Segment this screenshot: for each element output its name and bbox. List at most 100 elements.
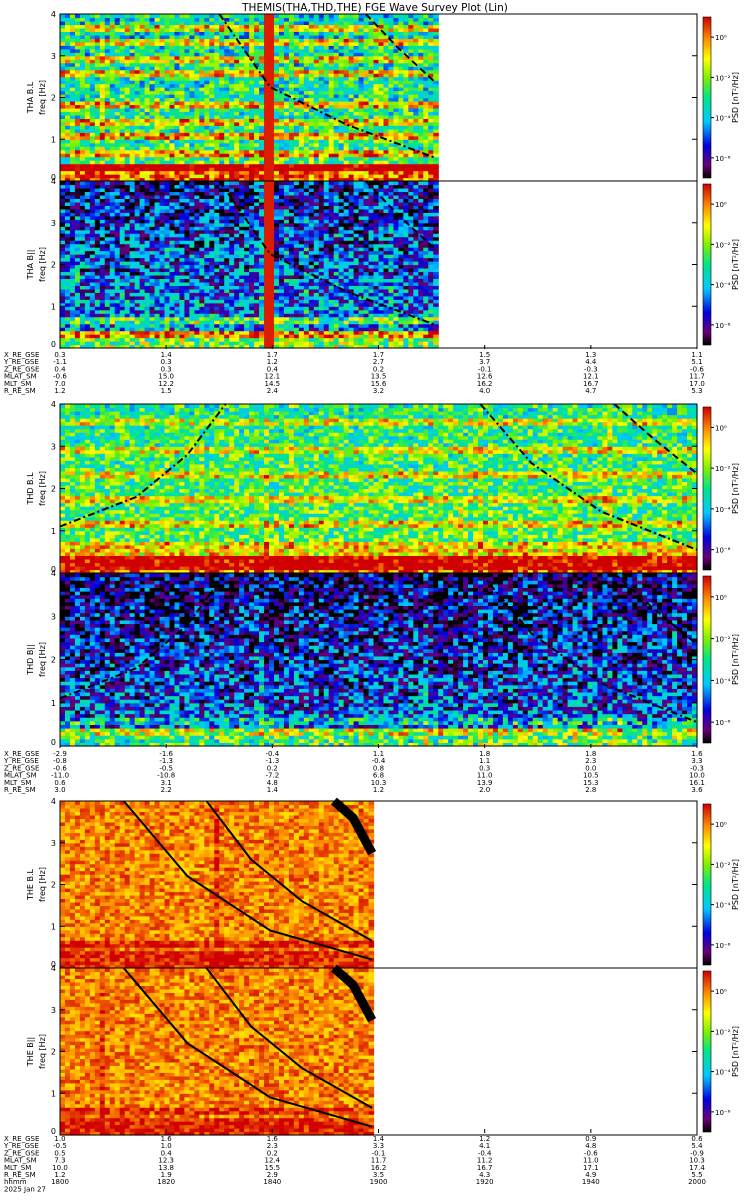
spectrogram-cell — [145, 164, 151, 168]
spectrogram-cell — [408, 73, 414, 77]
spectrogram-cell — [135, 35, 141, 39]
spectrogram-cell — [274, 150, 280, 154]
spectrogram-cell — [85, 237, 91, 241]
spectrogram-cell — [359, 14, 365, 18]
spectrogram-cell — [160, 219, 166, 223]
spectrogram-cell — [80, 31, 86, 35]
spectrogram-cell — [165, 285, 171, 289]
spectrogram-cell — [294, 157, 300, 161]
spectrogram-cell — [374, 56, 380, 60]
spectrogram-cell — [135, 87, 141, 91]
spectrogram-cell — [130, 129, 136, 133]
spectrogram-cell — [90, 212, 96, 216]
spectrogram-cell — [334, 157, 340, 161]
spectrogram-cell — [179, 226, 185, 230]
spectrogram-cell — [184, 167, 190, 171]
spectrogram-cell — [160, 56, 166, 60]
spectrogram-cell — [80, 219, 86, 223]
spectrogram-cell — [155, 334, 161, 338]
spectrogram-cell — [100, 111, 106, 115]
spectrogram-cell — [60, 14, 66, 18]
spectrogram-cell — [299, 122, 305, 126]
spectrogram-cell — [294, 77, 300, 81]
spectrogram-cell — [433, 49, 439, 53]
spectrogram-cell — [90, 132, 96, 136]
spectrogram-cell — [299, 150, 305, 154]
spectrogram-cell — [125, 56, 131, 60]
spectrogram-cell — [130, 244, 136, 248]
spectrogram-cell — [224, 167, 230, 171]
spectrogram-cell — [105, 66, 111, 70]
spectrogram-cell — [219, 118, 225, 122]
spectrogram-cell — [70, 278, 76, 282]
spectrogram-cell — [60, 143, 66, 147]
spectrogram-cell — [95, 195, 101, 199]
spectrogram-cell — [145, 271, 151, 275]
spectrogram-cell — [184, 129, 190, 133]
spectrogram-cell — [145, 313, 151, 317]
spectrogram-cell — [388, 91, 394, 95]
spectrogram-cell — [75, 282, 81, 286]
spectrogram-cell — [135, 247, 141, 251]
spectrogram-cell — [359, 80, 365, 84]
spectrogram-cell — [174, 216, 180, 220]
spectrogram-cell — [194, 292, 200, 296]
spectrogram-cell — [433, 59, 439, 63]
spectrogram-cell — [364, 28, 370, 32]
spectrogram-cell — [110, 216, 116, 220]
spectrogram-cell — [60, 184, 66, 188]
spectrogram-cell — [174, 271, 180, 275]
spectrogram-cell — [204, 129, 210, 133]
spectrogram-cell — [75, 14, 81, 18]
spectrogram-cell — [179, 77, 185, 81]
spectrogram-cell — [224, 153, 230, 157]
spectrogram-cell — [179, 244, 185, 248]
spectrogram-cell — [140, 108, 146, 112]
spectrogram-cell — [189, 268, 195, 272]
spectrogram-cell — [393, 28, 399, 32]
spectrogram-cell — [135, 275, 141, 279]
spectrogram-cell — [214, 28, 220, 32]
spectrogram-cell — [70, 45, 76, 49]
spectrogram-cell — [359, 49, 365, 53]
spectrogram-cell — [140, 84, 146, 88]
spectrogram-cell — [145, 254, 151, 258]
spectrogram-cell — [110, 223, 116, 227]
spectrogram-cell — [110, 226, 116, 230]
spectrogram-cell — [125, 118, 131, 122]
spectrogram-cell — [174, 285, 180, 289]
spectrogram-cell — [90, 38, 96, 42]
spectrogram-cell — [65, 73, 71, 77]
spectrogram-cell — [359, 146, 365, 150]
spectrogram-cell — [120, 317, 126, 321]
spectrogram-cell — [150, 45, 156, 49]
spectrogram-cell — [160, 268, 166, 272]
spectrogram-cell — [115, 66, 121, 70]
spectrogram-cell — [249, 80, 255, 84]
spectrogram-cell — [75, 268, 81, 272]
spectrogram-cell — [145, 38, 151, 42]
spectrogram-cell — [75, 275, 81, 279]
spectrogram-cell — [135, 56, 141, 60]
spectrogram-cell — [199, 174, 205, 178]
spectrogram-cell — [209, 63, 215, 67]
spectrogram-cell — [145, 153, 151, 157]
spectrogram-cell — [70, 195, 76, 199]
spectrogram-cell — [279, 84, 285, 88]
spectrogram-cell — [359, 125, 365, 129]
spectrogram-cell — [383, 24, 389, 28]
spectrogram-cell — [179, 91, 185, 95]
spectrogram-cell — [75, 73, 81, 77]
spectrogram-cell — [349, 157, 355, 161]
spectrogram-cell — [309, 49, 315, 53]
spectrogram-cell — [75, 17, 81, 21]
spectrogram-cell — [95, 261, 101, 265]
spectrogram-cell — [393, 171, 399, 175]
spectrogram-cell — [140, 209, 146, 213]
spectrogram-cell — [264, 59, 270, 63]
spectrogram-cell — [214, 35, 220, 39]
spectrogram-cell — [433, 111, 439, 115]
spectrogram-cell — [165, 28, 171, 32]
spectrogram-cell — [433, 42, 439, 46]
spectrogram-cell — [354, 153, 360, 157]
